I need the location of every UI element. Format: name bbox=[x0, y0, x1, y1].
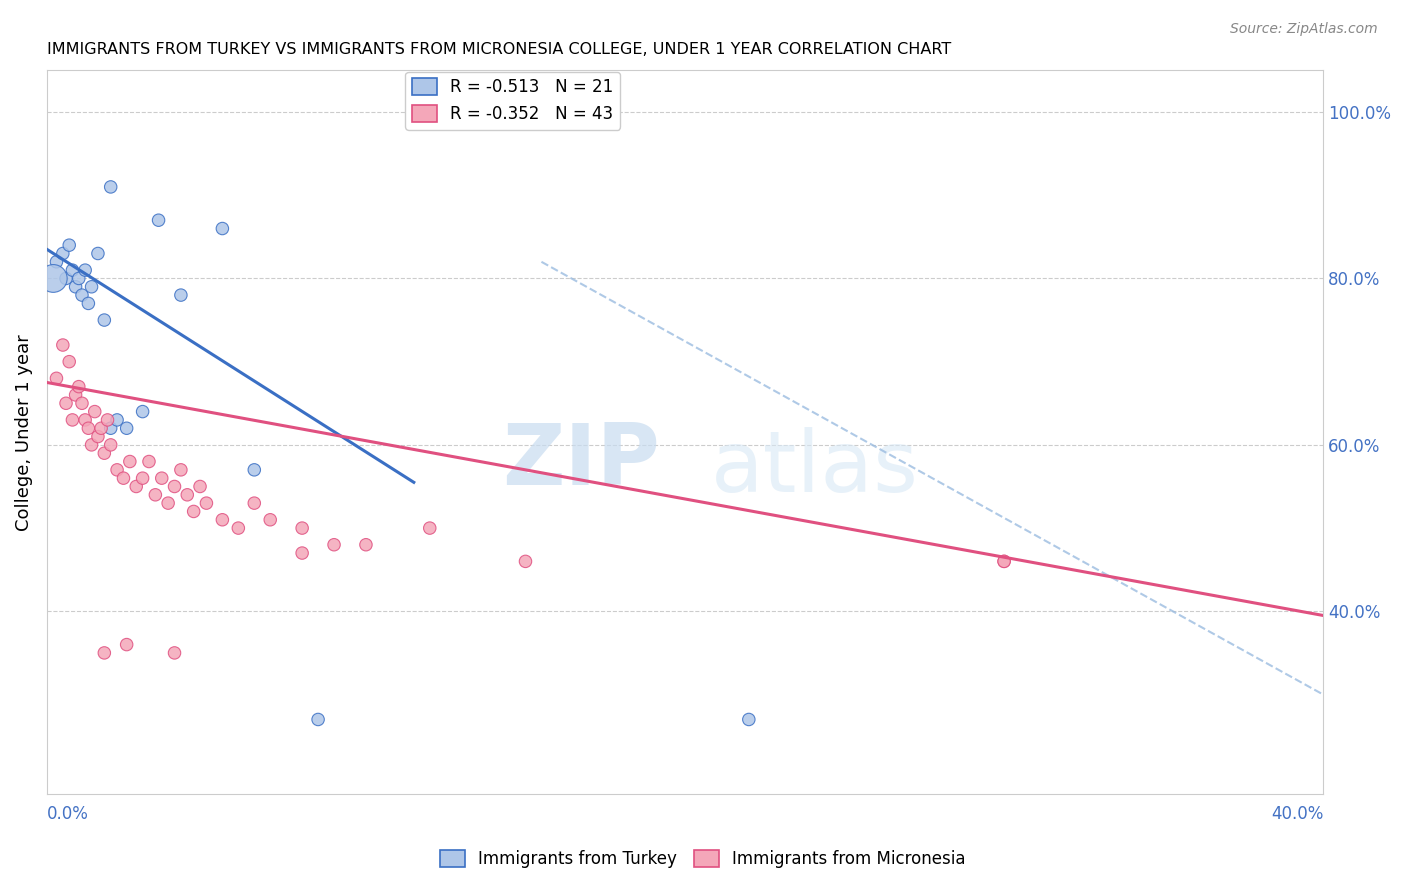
Point bbox=[115, 638, 138, 652]
Point bbox=[307, 713, 329, 727]
Point bbox=[170, 288, 193, 302]
Point bbox=[100, 438, 122, 452]
Point bbox=[993, 554, 1015, 568]
Point bbox=[157, 496, 180, 510]
Point bbox=[148, 213, 170, 227]
Point bbox=[87, 246, 110, 260]
Point bbox=[58, 354, 80, 368]
Point bbox=[228, 521, 250, 535]
Point bbox=[170, 463, 193, 477]
Point bbox=[100, 421, 122, 435]
Point bbox=[55, 271, 77, 285]
Point bbox=[131, 404, 153, 418]
Point bbox=[65, 279, 87, 293]
Text: atlas: atlas bbox=[710, 427, 918, 510]
Point bbox=[515, 554, 537, 568]
Point bbox=[70, 288, 93, 302]
Text: 0.0%: 0.0% bbox=[46, 805, 89, 823]
Point bbox=[125, 479, 148, 493]
Point bbox=[195, 496, 218, 510]
Legend: Immigrants from Turkey, Immigrants from Micronesia: Immigrants from Turkey, Immigrants from … bbox=[433, 843, 973, 875]
Point bbox=[183, 504, 205, 518]
Point bbox=[77, 421, 100, 435]
Point bbox=[90, 421, 112, 435]
Text: 40.0%: 40.0% bbox=[1271, 805, 1323, 823]
Point bbox=[211, 221, 233, 235]
Point bbox=[291, 546, 314, 560]
Point bbox=[67, 379, 90, 393]
Point bbox=[83, 404, 105, 418]
Point bbox=[65, 388, 87, 402]
Point bbox=[52, 246, 75, 260]
Point bbox=[55, 396, 77, 410]
Point bbox=[354, 538, 377, 552]
Point bbox=[131, 471, 153, 485]
Point bbox=[118, 454, 141, 468]
Text: ZIP: ZIP bbox=[502, 420, 659, 503]
Point bbox=[243, 496, 266, 510]
Point bbox=[77, 296, 100, 310]
Legend: R = -0.513   N = 21, R = -0.352   N = 43: R = -0.513 N = 21, R = -0.352 N = 43 bbox=[405, 71, 620, 129]
Point bbox=[75, 413, 97, 427]
Point bbox=[58, 238, 80, 252]
Point bbox=[93, 646, 115, 660]
Point bbox=[291, 521, 314, 535]
Point bbox=[42, 271, 65, 285]
Point bbox=[62, 413, 84, 427]
Text: Source: ZipAtlas.com: Source: ZipAtlas.com bbox=[1230, 22, 1378, 37]
Y-axis label: College, Under 1 year: College, Under 1 year bbox=[15, 334, 32, 531]
Point bbox=[100, 180, 122, 194]
Point bbox=[115, 421, 138, 435]
Point bbox=[80, 279, 103, 293]
Point bbox=[45, 255, 67, 269]
Point bbox=[188, 479, 211, 493]
Point bbox=[993, 554, 1015, 568]
Point bbox=[52, 338, 75, 352]
Point bbox=[163, 479, 186, 493]
Point bbox=[145, 488, 167, 502]
Point bbox=[75, 263, 97, 277]
Point bbox=[150, 471, 173, 485]
Point bbox=[738, 713, 761, 727]
Point bbox=[243, 463, 266, 477]
Point bbox=[323, 538, 346, 552]
Point bbox=[138, 454, 160, 468]
Point bbox=[62, 263, 84, 277]
Point bbox=[96, 413, 118, 427]
Point bbox=[163, 646, 186, 660]
Point bbox=[211, 513, 233, 527]
Point bbox=[80, 438, 103, 452]
Point bbox=[112, 471, 135, 485]
Point bbox=[419, 521, 441, 535]
Point bbox=[259, 513, 281, 527]
Text: IMMIGRANTS FROM TURKEY VS IMMIGRANTS FROM MICRONESIA COLLEGE, UNDER 1 YEAR CORRE: IMMIGRANTS FROM TURKEY VS IMMIGRANTS FRO… bbox=[46, 42, 950, 57]
Point bbox=[93, 313, 115, 327]
Point bbox=[70, 396, 93, 410]
Point bbox=[45, 371, 67, 385]
Point bbox=[87, 429, 110, 443]
Point bbox=[67, 271, 90, 285]
Point bbox=[105, 413, 128, 427]
Point bbox=[105, 463, 128, 477]
Point bbox=[176, 488, 198, 502]
Point bbox=[93, 446, 115, 460]
